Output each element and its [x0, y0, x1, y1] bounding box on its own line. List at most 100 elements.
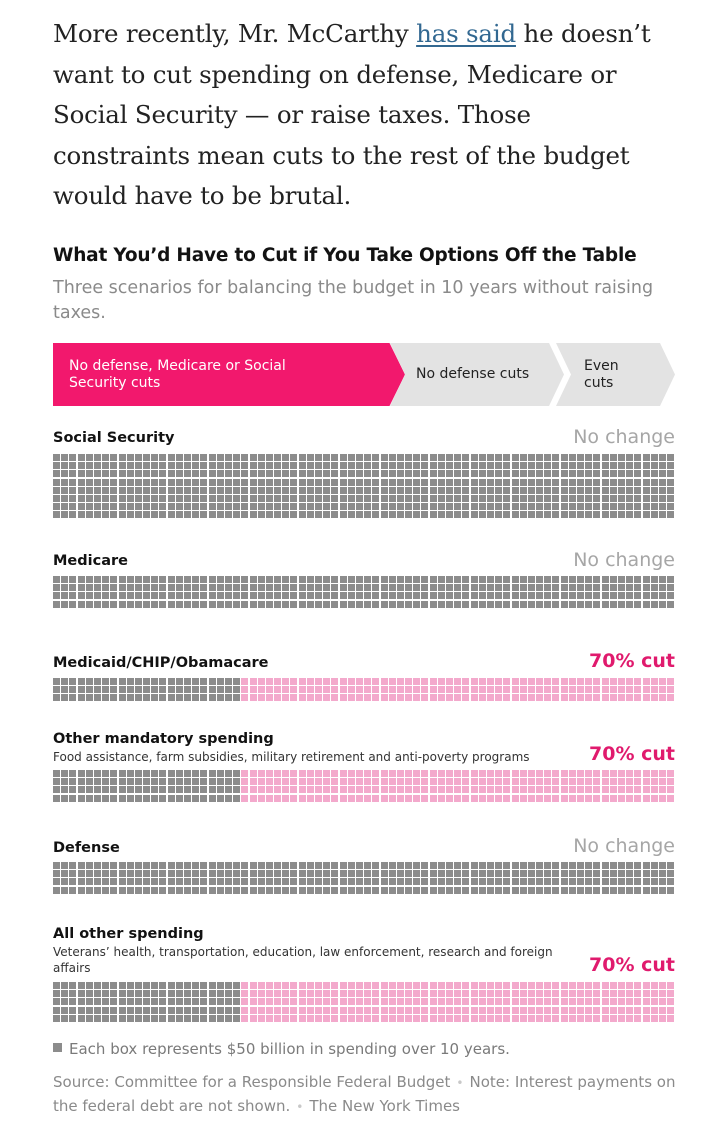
- waffle-box-kept: [134, 511, 142, 519]
- waffle-box-kept: [495, 592, 503, 600]
- waffle-box-kept: [233, 503, 241, 511]
- waffle-box-kept: [667, 600, 675, 608]
- waffle-box-cut: [388, 1014, 396, 1022]
- waffle-box-kept: [617, 870, 625, 878]
- waffle-box-cut: [446, 998, 453, 1006]
- waffle-box-kept: [85, 511, 93, 519]
- waffle-box-kept: [437, 454, 445, 461]
- waffle-box-kept: [134, 982, 142, 989]
- waffle-box-kept: [355, 600, 363, 608]
- waffle-box-cut: [601, 998, 609, 1006]
- waffle-box-kept: [85, 462, 93, 470]
- waffle-box-kept: [233, 600, 241, 608]
- scenario-tab-no-defense-cuts[interactable]: No defense cuts: [390, 343, 564, 406]
- waffle-box-kept: [626, 600, 634, 608]
- waffle-box-cut: [355, 770, 363, 777]
- waffle-box-kept: [306, 886, 314, 894]
- waffle-box-kept: [265, 600, 273, 608]
- waffle-box-cut: [421, 794, 429, 802]
- waffle-box-kept: [118, 862, 126, 869]
- waffle-box-cut: [601, 778, 609, 786]
- waffle-box-kept: [265, 503, 273, 511]
- waffle-box-cut: [544, 694, 552, 702]
- waffle-box-cut: [601, 982, 609, 989]
- waffle-box-cut: [257, 1014, 265, 1022]
- waffle-box-kept: [118, 886, 126, 894]
- waffle-box-cut: [429, 770, 437, 777]
- waffle-box-kept: [470, 862, 478, 869]
- waffle-box-cut: [593, 678, 601, 685]
- has-said-link[interactable]: has said: [416, 19, 516, 48]
- waffle-box-kept: [372, 494, 380, 502]
- waffle-box-kept: [601, 478, 609, 486]
- waffle-box-kept: [233, 686, 241, 694]
- waffle-box-kept: [339, 584, 347, 592]
- waffle-box-cut: [364, 686, 372, 694]
- waffle-box-cut: [282, 778, 290, 786]
- waffle-box-kept: [544, 486, 552, 494]
- separator-dot: •: [296, 1100, 304, 1114]
- waffle-box-kept: [184, 862, 191, 869]
- waffle-box-kept: [184, 576, 191, 583]
- waffle-box-cut: [405, 678, 413, 685]
- waffle-box-cut: [364, 990, 372, 998]
- waffle-box-kept: [495, 470, 503, 478]
- waffle-box-kept: [175, 1006, 183, 1014]
- waffle-box-kept: [233, 778, 241, 786]
- waffle-box-cut: [454, 1014, 462, 1022]
- waffle-box-kept: [184, 982, 191, 989]
- waffle-box-kept: [552, 511, 560, 519]
- waffle-box-kept: [405, 470, 413, 478]
- waffle-box-kept: [118, 678, 126, 685]
- waffle-box-cut: [405, 982, 413, 989]
- waffle-box-kept: [527, 462, 535, 470]
- waffle-box-kept: [667, 862, 675, 869]
- waffle-box-cut: [339, 998, 347, 1006]
- waffle-box-kept: [118, 1006, 126, 1014]
- waffle-box-kept: [53, 990, 60, 998]
- waffle-box-cut: [536, 778, 544, 786]
- waffle-box-cut: [495, 794, 503, 802]
- waffle-box-kept: [224, 982, 232, 989]
- waffle-box-cut: [372, 686, 380, 694]
- waffle-box-cut: [568, 990, 576, 998]
- waffle-box-kept: [495, 462, 503, 470]
- waffle-box-cut: [609, 686, 617, 694]
- waffle-box-kept: [585, 511, 593, 519]
- waffle-box-kept: [380, 494, 388, 502]
- waffle-box-kept: [151, 678, 159, 685]
- waffle-box-cut: [274, 686, 282, 694]
- scenario-tab-protect-all[interactable]: No defense, Medicare or Social Security …: [53, 343, 405, 406]
- waffle-box-cut: [601, 786, 609, 794]
- waffle-box-kept: [536, 862, 544, 869]
- waffle-box-kept: [151, 478, 159, 486]
- waffle-box-kept: [446, 576, 453, 583]
- waffle-box-cut: [634, 770, 642, 777]
- waffle-box-kept: [192, 503, 200, 511]
- waffle-box-kept: [454, 511, 462, 519]
- waffle-box-cut: [658, 1014, 666, 1022]
- waffle-box-cut: [347, 794, 355, 802]
- waffle-box-cut: [396, 770, 404, 777]
- waffle-box-kept: [143, 998, 151, 1006]
- waffle-box-kept: [544, 494, 552, 502]
- waffle-box-kept: [192, 494, 200, 502]
- waffle-box-cut: [298, 694, 306, 702]
- waffle-box-cut: [462, 794, 470, 802]
- waffle-box-kept: [175, 786, 183, 794]
- waffle-box-kept: [77, 592, 85, 600]
- waffle-box-kept: [486, 494, 494, 502]
- waffle-box-kept: [69, 592, 77, 600]
- waffle-box-kept: [175, 694, 183, 702]
- waffle-box-kept: [69, 1014, 77, 1022]
- waffle-box-cut: [503, 982, 511, 989]
- waffle-box-kept: [568, 503, 576, 511]
- waffle-box-kept: [143, 454, 151, 461]
- waffle-box-cut: [249, 1014, 257, 1022]
- waffle-box-kept: [601, 862, 609, 869]
- scenario-tab-even-cuts[interactable]: Even cuts: [556, 343, 675, 406]
- waffle-box-kept: [167, 584, 175, 592]
- waffle-grid-other-mandatory: [53, 770, 675, 802]
- waffle-box-kept: [85, 778, 93, 786]
- waffle-box-kept: [151, 494, 159, 502]
